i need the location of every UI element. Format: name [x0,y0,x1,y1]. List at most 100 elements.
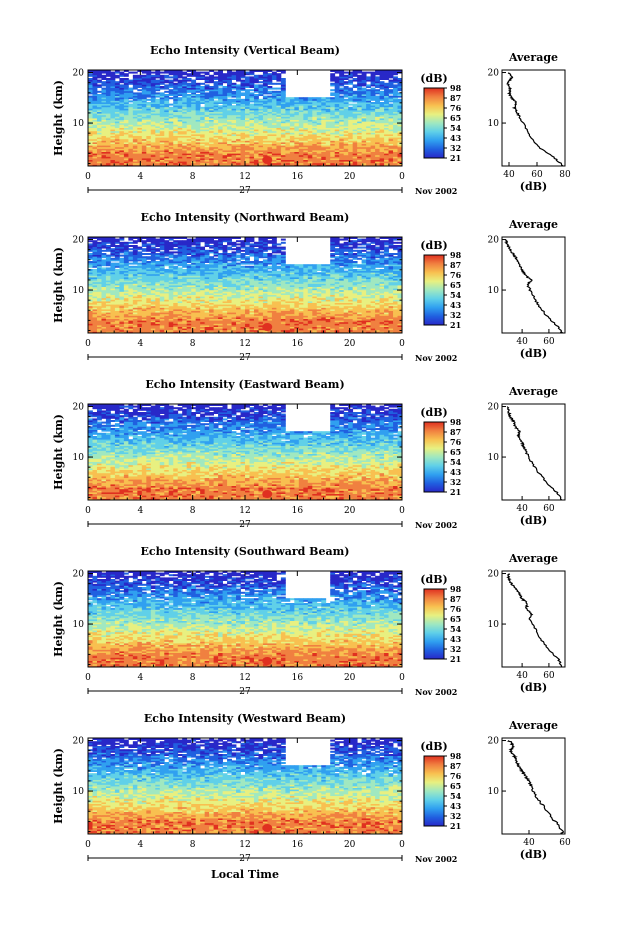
heatmap-cell [137,161,143,164]
heatmap-cell [186,132,192,135]
heatmap-cell [159,122,165,125]
heatmap-cell [262,126,268,128]
heatmap-cell [209,151,214,154]
heatmap-cell [96,151,102,154]
heatmap-cell [298,126,304,128]
heatmap-cell [312,151,318,154]
heatmap-cell [195,161,201,164]
heatmap-cell [262,146,268,149]
heatmap-cell [280,130,286,133]
heatmap-cell [258,81,264,84]
heatmap-cell [397,119,403,122]
heatmap-cell [159,129,165,132]
heatmap-cell [240,138,246,141]
heatmap-cell [303,126,309,128]
heatmap-cell [307,124,313,127]
heatmap-cell [141,132,147,135]
heatmap-cell [218,134,223,136]
heatmap-cell [168,127,174,130]
heatmap-cell [249,130,255,133]
heatmap-cell [276,134,282,136]
heatmap-cell [128,159,134,162]
heatmap-cell [96,84,102,87]
heatmap-cell [303,137,309,140]
heatmap-cell [186,162,192,165]
heatmap-cell [253,94,259,96]
heatmap-cell [159,153,165,156]
heatmap-cell [316,146,322,149]
heatmap-cell [379,129,385,132]
heatmap-cell [312,153,318,156]
heatmap-cell [168,132,174,135]
heatmap-cell [285,132,291,135]
heatmap-cell [227,159,232,162]
heatmap-cell [204,130,210,133]
heatmap-cell [92,138,98,141]
heatmap-cell [253,122,259,125]
heatmap-cell [96,126,102,128]
heatmap-cell [271,158,277,160]
heatmap-cell [280,161,286,164]
heatmap-cell [128,119,134,122]
heatmap-cell [249,126,255,128]
heatmap-cell [307,154,313,157]
heatmap-cell [92,151,98,154]
heatmap-cell [114,119,120,122]
heatmap-cell [357,132,363,135]
heatmap-cell [361,87,367,90]
heatmap-field [88,70,403,167]
heatmap-cell [222,151,228,154]
colorbar-tick-label: 65 [450,113,461,123]
heatmap-cell [379,145,385,148]
heatmap-cell [204,129,210,132]
heatmap-cell [137,124,143,127]
heatmap-cell [96,156,102,159]
heatmap-cell [236,137,241,140]
heatmap-cell [258,148,264,151]
heatmap-cell [177,145,183,148]
heatmap-cell [298,162,304,165]
heatmap-cell [393,132,398,135]
heatmap-cell [173,132,179,135]
heatmap-cell [168,134,174,136]
heatmap-cell [303,156,309,159]
heatmap-cell [218,132,223,135]
heatmap-cell [191,126,197,128]
heatmap-cell [164,94,170,96]
heatmap-cell [186,94,192,96]
heatmap-cell [110,158,116,160]
heatmap-cell [361,153,367,156]
heatmap-cell [195,119,201,122]
heatmap-cell [88,140,93,143]
heatmap-cell [123,154,129,157]
heatmap-cell [375,148,380,151]
heatmap-cell [253,119,259,122]
heatmap-cell [110,151,116,154]
heatmap-cell [123,142,129,144]
heatmap-cell [200,154,206,157]
heatmap-cell [307,132,313,135]
heatmap-cell [177,124,183,127]
heatmap-cell [307,151,313,154]
heatmap-cell [101,143,107,146]
heatmap-cell [96,161,102,164]
heatmap-cell [231,134,237,136]
heatmap-cell [155,92,161,95]
heatmap-cell [316,138,322,141]
heatmap-cell [343,122,349,125]
heatmap-cell [379,122,385,125]
heatmap-cell [240,146,246,149]
heatmap-cell [334,150,340,152]
heatmap-cell [276,154,282,157]
heatmap-cell [164,137,170,140]
heatmap-cell [298,151,304,154]
heatmap-cell [88,161,93,164]
heatmap-cell [231,135,237,138]
heatmap-cell [298,148,304,151]
heatmap-cell [222,143,228,146]
heatmap-cell [168,156,174,159]
heatmap-cell [397,148,403,151]
heatmap-cell [316,161,322,164]
heatmap-cell [168,119,174,122]
heatmap-cell [253,148,259,151]
